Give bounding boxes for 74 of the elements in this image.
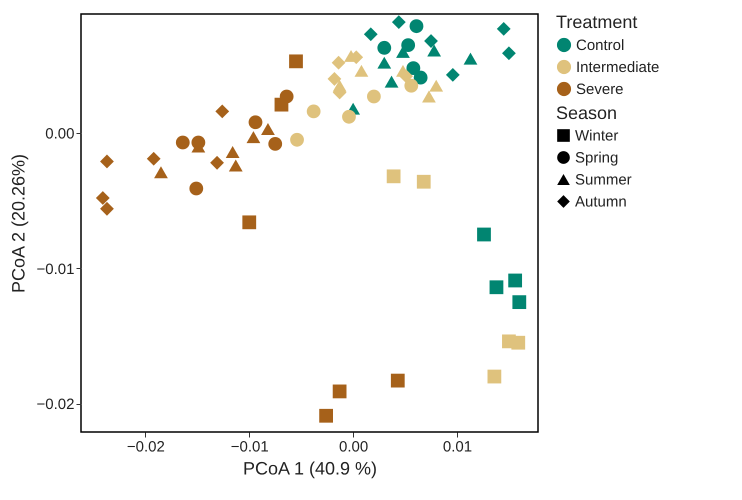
point (429, 80, 444, 92)
point (146, 152, 161, 166)
legend-label: Severe (576, 81, 624, 98)
point (246, 131, 260, 144)
point (512, 295, 526, 310)
point (261, 123, 275, 135)
point (354, 64, 368, 77)
point (399, 69, 413, 84)
x-tick-label: 0.01 (442, 438, 472, 456)
point (154, 166, 168, 178)
y-tick-label: −0.02 (36, 396, 74, 414)
x-axis-title: PCoA 1 (40.9 %) (242, 458, 378, 478)
point (464, 52, 478, 65)
text: Winter (575, 128, 618, 144)
point (100, 154, 114, 168)
point (332, 56, 346, 70)
point (422, 90, 436, 102)
point (328, 72, 342, 86)
point (386, 169, 401, 184)
point (332, 384, 347, 398)
point (410, 19, 424, 34)
point (289, 54, 303, 68)
point (319, 408, 334, 423)
text: Season (556, 103, 618, 123)
point (377, 40, 392, 55)
point (496, 22, 511, 36)
point (392, 15, 406, 30)
legend-label: Control (576, 37, 624, 54)
y-tick-label: −0.01 (36, 260, 74, 278)
x-tick-label: −0.01 (230, 438, 269, 456)
point (414, 70, 428, 84)
point (274, 98, 288, 112)
point (242, 215, 256, 230)
point (490, 280, 504, 294)
point (487, 370, 502, 384)
point (210, 156, 224, 170)
point (248, 115, 262, 130)
point (176, 136, 190, 150)
point (215, 104, 230, 118)
point (228, 160, 243, 172)
point (226, 146, 240, 158)
point (100, 202, 114, 216)
point (367, 90, 381, 104)
point (377, 56, 392, 69)
point (396, 46, 410, 58)
legend-title: Treatment (556, 12, 638, 32)
point (424, 34, 438, 48)
point (401, 38, 416, 52)
point (96, 191, 110, 205)
legend-label: Intermediate (576, 59, 660, 76)
x-tick-label: 0.00 (339, 438, 368, 456)
point (502, 46, 516, 60)
point (511, 336, 526, 350)
point (404, 78, 418, 93)
point (364, 27, 378, 42)
point (290, 132, 304, 147)
point (384, 76, 398, 88)
point (427, 44, 442, 56)
point (508, 274, 522, 288)
point (306, 104, 321, 118)
point (390, 374, 405, 388)
point (446, 68, 460, 82)
x-tick-label: −0.02 (126, 438, 165, 456)
point (416, 174, 431, 189)
point (477, 228, 491, 242)
text: Spring (575, 150, 618, 166)
text: Autumn (575, 194, 627, 210)
point (342, 110, 356, 124)
point (189, 182, 204, 196)
point (406, 61, 420, 75)
y-tick-label: 0.00 (45, 126, 74, 143)
y-axis-title: PCoA 2 (20.26%) (8, 154, 29, 294)
text: Summer (575, 172, 632, 188)
point (268, 136, 282, 151)
